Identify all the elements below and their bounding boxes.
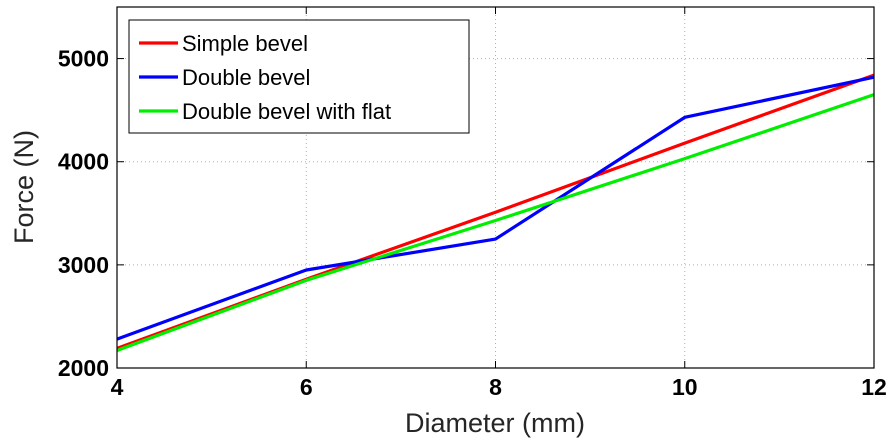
x-tick-label: 8 xyxy=(489,374,502,400)
legend-label: Double bevel xyxy=(182,65,310,90)
legend-label: Simple bevel xyxy=(182,31,308,56)
x-tick-label: 12 xyxy=(861,374,887,400)
y-tick-label: 3000 xyxy=(58,252,109,278)
y-tick-label: 2000 xyxy=(58,355,109,381)
axis-ticks: 4 6 8 10 12 2000 3000 4000 5000 xyxy=(58,7,887,400)
y-tick-label: 5000 xyxy=(58,46,109,72)
series-line xyxy=(116,75,875,341)
legend-box xyxy=(128,19,470,134)
x-tick-label: 10 xyxy=(672,374,698,400)
y-tick-label: 4000 xyxy=(58,149,109,175)
legend-label: Double bevel with flat xyxy=(182,99,391,124)
series-lines xyxy=(116,73,875,352)
y-axis-label: Force (N) xyxy=(9,130,39,244)
legend: Simple bevel Double bevel Double bevel wit… xyxy=(128,19,470,134)
x-tick-label: 4 xyxy=(111,374,124,400)
x-tick-label: 6 xyxy=(300,374,313,400)
x-axis-label: Diameter (mm) xyxy=(405,408,585,438)
series-line xyxy=(116,93,875,352)
